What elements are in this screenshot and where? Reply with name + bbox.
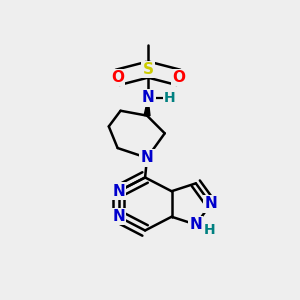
Text: N: N [112,184,125,199]
Text: N: N [142,91,154,106]
Text: H: H [164,91,176,105]
Polygon shape [144,98,150,116]
Text: N: N [205,196,217,211]
Text: N: N [141,150,153,165]
Text: N: N [112,209,125,224]
Text: O: O [172,70,185,85]
Text: H: H [204,223,215,236]
Text: S: S [142,62,154,77]
Text: N: N [190,217,202,232]
Text: O: O [111,70,124,85]
